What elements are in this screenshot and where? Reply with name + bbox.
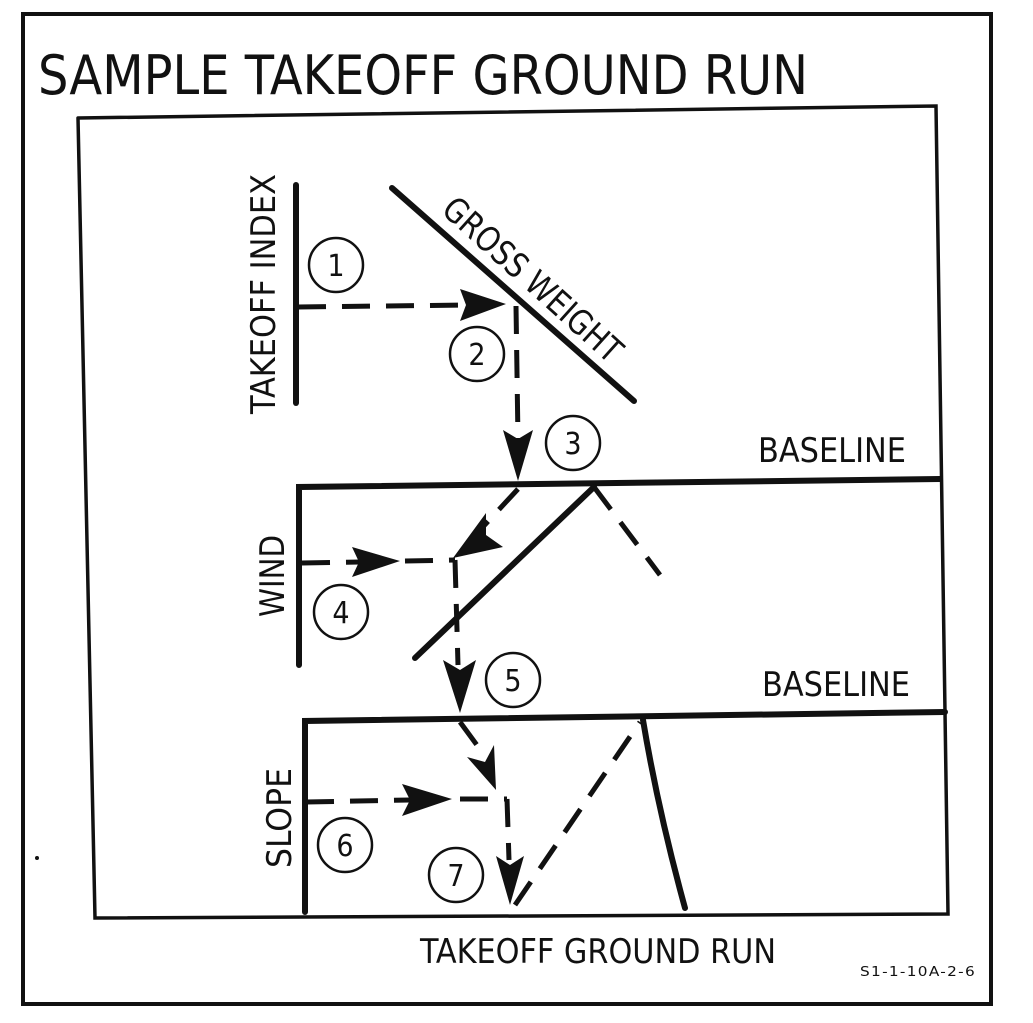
- slope-guideline: [640, 717, 688, 911]
- step-1-arrowhead: [460, 289, 506, 321]
- step-4-path: [301, 559, 361, 566]
- slope-section-frame: [302, 709, 948, 915]
- step-7-arrowhead: [496, 856, 524, 905]
- step-6-path: [305, 797, 411, 805]
- gross-weight-scale: [389, 185, 637, 404]
- step-2-marker: [448, 325, 506, 383]
- takeoff-index-label: TAKEOFF INDEX: [244, 174, 284, 415]
- step-1-path: [297, 302, 471, 310]
- step-7-path: [504, 798, 512, 861]
- step-6-number: 6: [336, 829, 353, 864]
- step-4-arrowhead: [352, 547, 400, 577]
- chart-title: SAMPLE TAKEOFF GROUND RUN: [38, 44, 808, 107]
- takeoff-ground-run-return-path: [512, 720, 643, 907]
- step-2-path: [513, 305, 521, 441]
- step-5-path: [452, 559, 461, 666]
- step-3-number: 3: [564, 427, 581, 462]
- scan-speck: [35, 856, 39, 860]
- outer-frame: [21, 12, 993, 1006]
- step-2-number: 2: [468, 338, 485, 373]
- step-1-number: 1: [327, 249, 344, 284]
- figure-code: S1-1-10A-2-6: [860, 965, 976, 980]
- slope-section-arrowhead: [467, 745, 496, 790]
- baseline-2-label: BASELINE: [762, 665, 910, 705]
- wind-guideline-continuation: [592, 485, 662, 577]
- step-6-marker: [316, 816, 374, 874]
- takeoff-ground-run-label: TAKEOFF GROUND RUN: [419, 932, 776, 972]
- slope-label: SLOPE: [260, 768, 300, 868]
- step-4-number: 4: [332, 596, 349, 631]
- baseline-1-label: BASELINE: [758, 431, 906, 471]
- step-4-marker: [312, 583, 370, 641]
- step-3-arrowhead: [453, 513, 503, 558]
- step-1-marker: [307, 236, 365, 294]
- inner-frame: [76, 104, 950, 920]
- step-3-path: [478, 487, 520, 532]
- step-2-arrowhead: [503, 430, 533, 481]
- step-7-number: 7: [447, 859, 464, 894]
- step-6-arrowhead: [402, 784, 452, 816]
- wind-guideline: [412, 484, 597, 661]
- step-7-marker: [427, 846, 485, 904]
- step-5-number: 5: [504, 664, 521, 699]
- step-5-marker: [484, 651, 542, 709]
- wind-section-frame: [296, 476, 943, 668]
- step-4-connector: [404, 557, 456, 564]
- step-5-arrowhead: [443, 660, 476, 713]
- step-3-marker: [544, 414, 602, 472]
- wind-label: WIND: [253, 535, 293, 617]
- slope-section-path: [457, 720, 485, 754]
